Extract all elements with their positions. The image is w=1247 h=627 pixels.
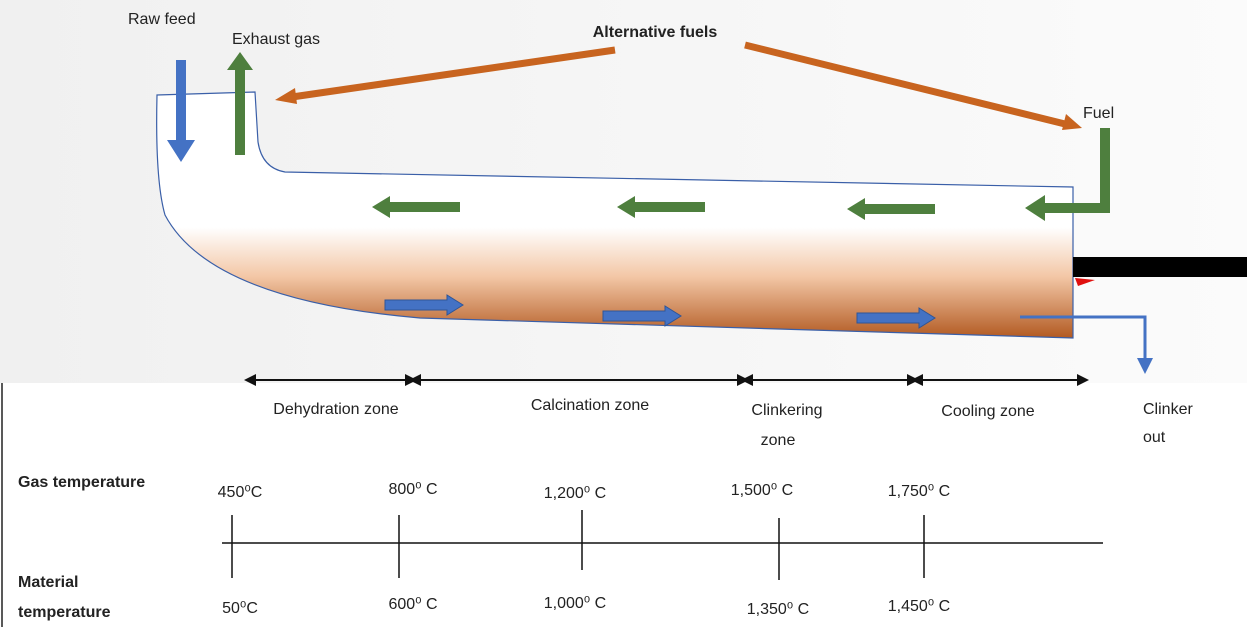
- gas-temp-label: Gas temperature: [18, 474, 145, 491]
- clinker-out-line: [1020, 315, 1147, 362]
- material-temperature: 1,350⁰ C: [747, 601, 809, 618]
- fuel-label: Fuel: [1083, 105, 1114, 122]
- alt-fuel-arrows: [291, 41, 1066, 128]
- gas-temperature: 1,200⁰ C: [544, 485, 606, 502]
- exhaust-gas-label: Exhaust gas: [232, 31, 320, 48]
- material-temp-label: Material: [18, 574, 78, 591]
- material-temperature: 600⁰ C: [388, 596, 437, 613]
- burner: [1073, 257, 1247, 277]
- material-temp-label: temperature: [18, 604, 111, 621]
- material-arrows: [384, 294, 936, 329]
- kiln: [156, 91, 1074, 339]
- material-temperature: 1,450⁰ C: [888, 598, 950, 615]
- zone-label: Calcination zone: [531, 397, 649, 414]
- raw-feed-arrow: [167, 60, 195, 162]
- raw-feed-label: Raw feed: [128, 11, 196, 28]
- temperature-axis: [222, 510, 1103, 580]
- clinker-out-label: out: [1143, 429, 1166, 446]
- temperature-labels: 450⁰C 800⁰ C 1,200⁰ C 1,500⁰ C 1,750⁰ C 50⁰C 6…: [218, 481, 951, 618]
- material-temperature: 50⁰C: [222, 600, 258, 617]
- material-temperature: 1,000⁰ C: [544, 595, 606, 612]
- gas-arrows: [372, 128, 1110, 221]
- zone-label: Dehydration zone: [273, 401, 399, 418]
- clinker-out-label: Clinker: [1143, 401, 1193, 418]
- zone-label: Clinkering: [751, 402, 822, 419]
- exhaust-arrow: [227, 52, 253, 155]
- zone-label: Cooling zone: [941, 403, 1035, 420]
- flame: [1075, 278, 1095, 286]
- gas-temperature: 800⁰ C: [388, 481, 437, 498]
- arrow-head: [275, 88, 297, 104]
- gas-temperature: 1,750⁰ C: [888, 483, 950, 500]
- arrow-head: [1137, 358, 1153, 374]
- lower-panel: [0, 383, 1247, 627]
- alt-fuels-label: Alternative fuels: [593, 24, 718, 41]
- gas-temperature: 450⁰C: [218, 484, 263, 501]
- zone-label: zone: [761, 432, 796, 449]
- gas-temperature: 1,500⁰ C: [731, 482, 793, 499]
- arrow-head: [1062, 114, 1082, 130]
